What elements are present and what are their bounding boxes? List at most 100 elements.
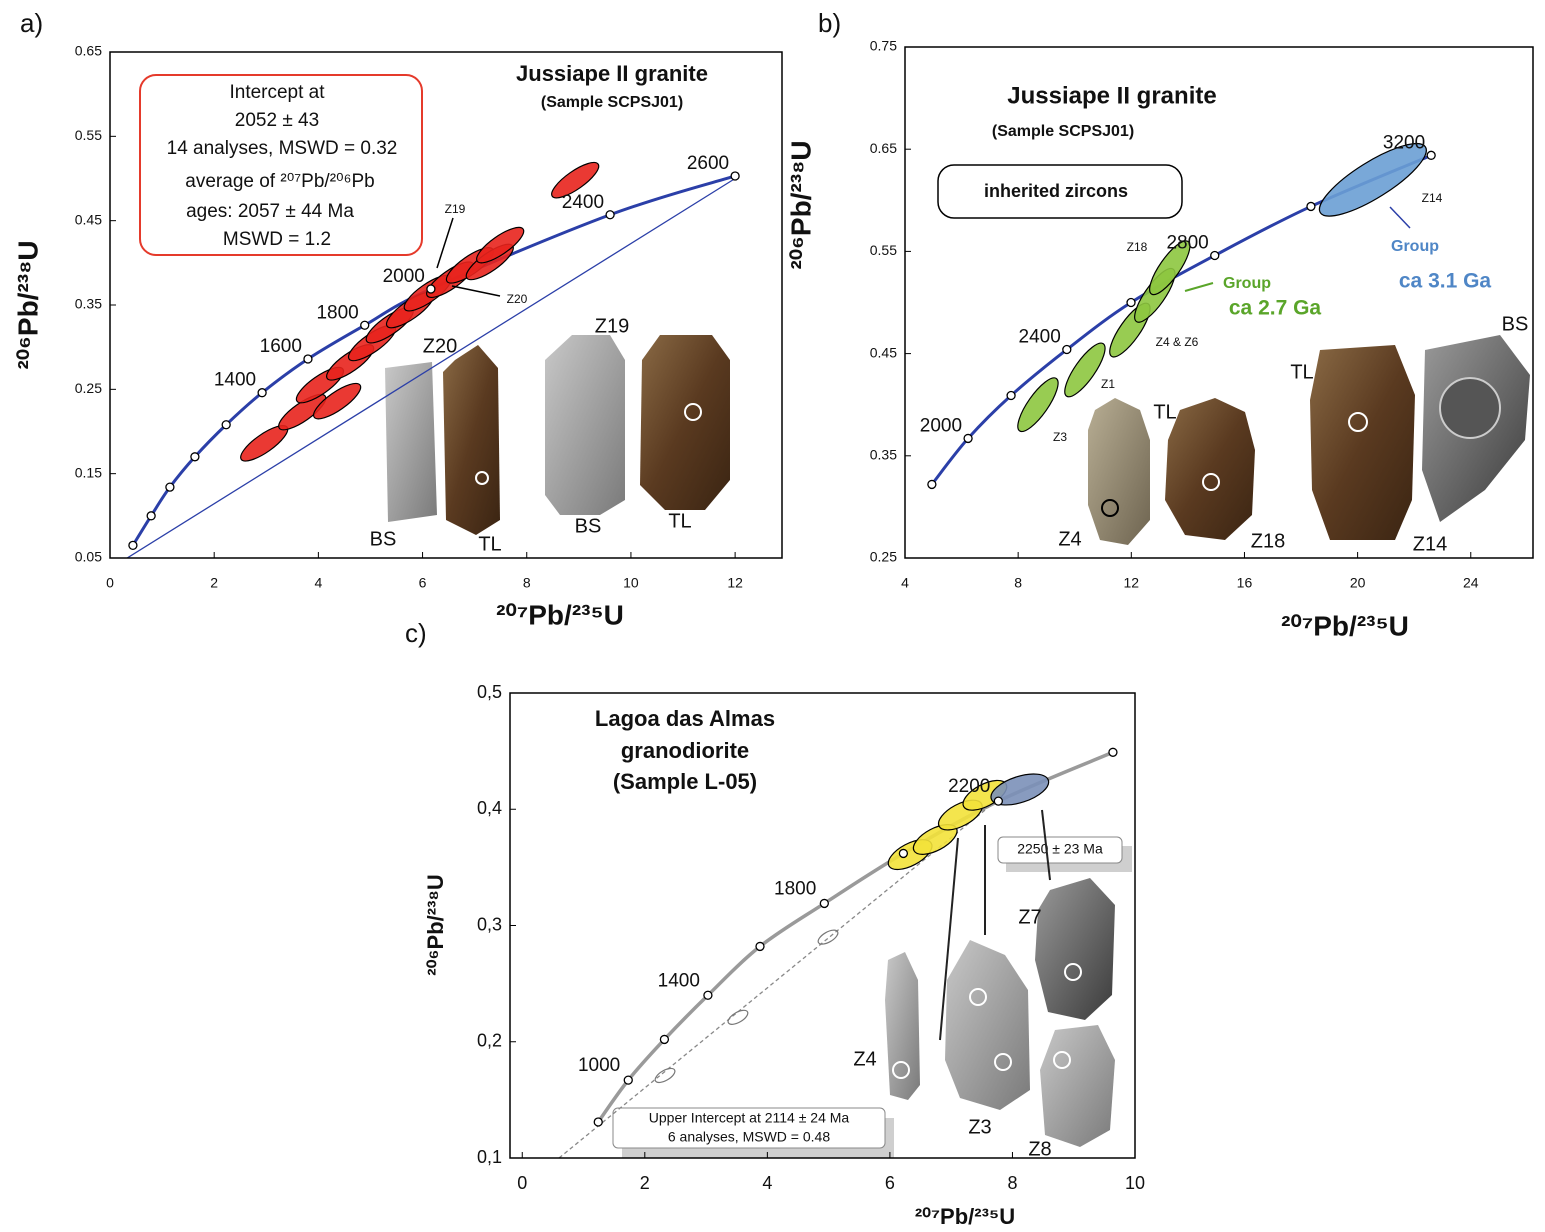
- annotation-box: [139, 74, 423, 256]
- annotation: Z1: [1101, 377, 1115, 391]
- error-ellipse: [1149, 240, 1191, 296]
- y-tick-label: 0.65: [75, 43, 102, 59]
- age-marker: [623, 1075, 633, 1085]
- zircon-images: [1088, 335, 1530, 545]
- x-tick-label: 0: [517, 1173, 527, 1193]
- annotation: Z3: [1053, 430, 1067, 444]
- error-ellipse: [654, 1067, 676, 1084]
- age-label: 2200: [948, 776, 990, 797]
- age-marker: [593, 1117, 603, 1127]
- age-marker: [146, 511, 156, 521]
- error-ellipse: [1318, 143, 1427, 217]
- age-marker: [605, 210, 615, 220]
- image-label: Z19: [595, 315, 629, 337]
- age-marker: [1062, 344, 1072, 355]
- annotation: Group: [1223, 275, 1271, 292]
- y-tick-label: 0.05: [75, 549, 102, 565]
- y-tick-label: 0.25: [870, 549, 897, 565]
- panel-label: a): [20, 8, 43, 38]
- chart-title: Jussiape II granite: [516, 61, 708, 86]
- annotation: Group: [1391, 238, 1439, 255]
- image-label: Z14: [1413, 533, 1447, 555]
- annotation: MSWD = 1.2: [223, 229, 331, 250]
- age-marker: [1006, 390, 1016, 401]
- age-label: 1000: [578, 1055, 620, 1076]
- arrow: [1041, 809, 1051, 881]
- x-tick-label: 4: [901, 575, 909, 591]
- image-label: Z4: [1058, 528, 1081, 550]
- annotation-box: [612, 1107, 886, 1149]
- chart-title: granodiorite: [621, 738, 749, 763]
- y-tick-label: 0.45: [75, 211, 102, 227]
- annotation: Z20: [507, 292, 528, 306]
- y-tick-label: 0,4: [477, 798, 502, 818]
- zircon-image: [945, 940, 1030, 1110]
- age-marker: [1306, 201, 1316, 212]
- panel-label: c): [405, 618, 427, 648]
- arrow: [1389, 206, 1411, 229]
- error-ellipse: [817, 929, 839, 945]
- age-label: 2400: [562, 192, 604, 213]
- x-tick-label: 4: [314, 575, 322, 591]
- age-marker: [360, 320, 370, 330]
- annotation-box: [997, 836, 1123, 864]
- x-tick-label: 6: [419, 575, 427, 591]
- x-axis-label: ²⁰⁷Pb/²³⁵U: [915, 1204, 1015, 1229]
- spot: [969, 988, 987, 1006]
- zircon-image: [1088, 398, 1150, 545]
- panel-label: b): [818, 8, 841, 38]
- plots: 0 2 4 6 8 10 120.050.150.250.350.450.550.65140…: [75, 38, 1534, 1193]
- age-marker: [1108, 747, 1118, 757]
- image-label: Z18: [1251, 530, 1285, 552]
- arrow: [1184, 282, 1214, 292]
- x-tick-label: 12: [727, 575, 743, 591]
- chart-title: Jussiape II granite: [1007, 82, 1216, 109]
- overlay: Z19 Z20 Z20 Z19 BS TL BS TL TL Z4 Z18 TL…: [370, 202, 1529, 1160]
- error-ellipse: [990, 773, 1050, 806]
- age-marker: [703, 990, 713, 1000]
- age-label: 3200: [1383, 132, 1425, 153]
- age-marker: [1426, 150, 1436, 160]
- age-marker: [659, 1034, 670, 1045]
- spot: [1053, 1051, 1071, 1069]
- x-tick-label: 4: [762, 1173, 772, 1193]
- age-label: 2800: [1166, 233, 1208, 254]
- age-marker: [190, 452, 200, 462]
- image-label: TL: [478, 533, 501, 555]
- x-tick-label: 0: [106, 575, 114, 591]
- annotation: Upper Intercept at 2114 ± 24 Ma: [649, 1110, 850, 1126]
- image-label: Z4: [853, 1048, 876, 1070]
- age-marker: [755, 941, 765, 952]
- x-tick-label: 10: [623, 575, 639, 591]
- age-marker: [221, 420, 231, 430]
- arrow: [939, 837, 959, 1041]
- chart-subtitle: (Sample SCPSJ01): [992, 123, 1134, 140]
- error-ellipse: [278, 393, 327, 431]
- image-label: BS: [370, 528, 397, 550]
- zircon-image: [545, 335, 625, 515]
- x-tick-label: 2: [210, 575, 218, 591]
- age-label: 1800: [316, 302, 358, 323]
- zircon-images: [885, 878, 1115, 1147]
- y-tick-label: 0.65: [870, 140, 897, 156]
- spot: [684, 403, 702, 421]
- y-tick-label: 0,1: [477, 1147, 502, 1167]
- zircon-image: [1035, 878, 1115, 1020]
- zircon-image: [385, 362, 437, 522]
- annotation: average of ²⁰⁷Pb/²⁰⁶Pb: [185, 171, 374, 192]
- y-tick-label: 0,5: [477, 682, 502, 702]
- annotation: inherited zircons: [984, 181, 1128, 201]
- error-ellipse: [1017, 377, 1059, 433]
- age-label: 2600: [687, 153, 729, 174]
- age-marker: [963, 433, 973, 444]
- age-marker: [819, 898, 829, 909]
- annotation: Z18: [1127, 240, 1148, 254]
- age-label: 1400: [658, 970, 700, 991]
- arrow: [436, 217, 454, 269]
- zircon-images: [385, 335, 730, 535]
- zircon-image: [640, 335, 730, 510]
- x-tick-label: 16: [1237, 575, 1253, 591]
- image-label: Z8: [1028, 1138, 1051, 1160]
- image-label: BS: [575, 515, 602, 537]
